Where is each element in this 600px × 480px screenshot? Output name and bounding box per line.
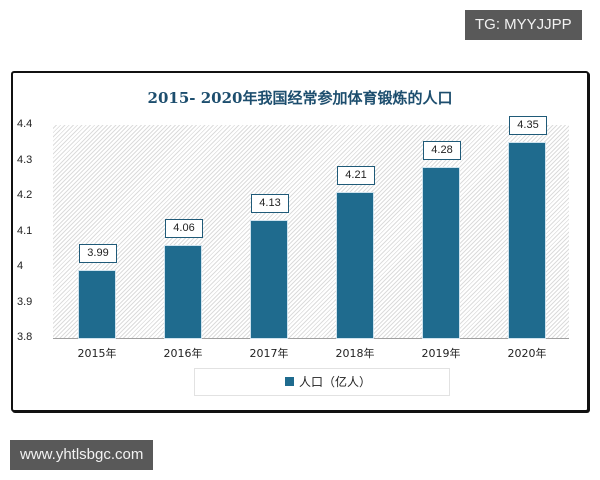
y-tick: 3.8 bbox=[17, 331, 33, 343]
bar-2015 bbox=[79, 271, 115, 338]
watermark-url: www.yhtlsbgc.com bbox=[10, 440, 154, 470]
legend-swatch-icon bbox=[285, 377, 294, 386]
chart-frame: 2015- 2020年我国经常参加体育锻炼的人口 4.4 4.3 4.2 4.1… bbox=[11, 71, 589, 412]
x-tick: 2015年 bbox=[77, 347, 117, 360]
legend-label: 人口（亿人） bbox=[299, 375, 372, 389]
legend: 人口（亿人） bbox=[194, 368, 450, 396]
y-tick: 4.3 bbox=[17, 153, 33, 166]
x-tick: 2020年 bbox=[507, 347, 547, 360]
bar-2019 bbox=[423, 168, 459, 338]
value-label: 4.13 bbox=[251, 194, 289, 213]
x-tick: 2017年 bbox=[249, 347, 289, 360]
y-tick: 4 bbox=[17, 260, 24, 272]
bar-2020 bbox=[509, 143, 545, 338]
y-tick: 4.2 bbox=[17, 189, 33, 201]
value-label: 4.28 bbox=[423, 141, 461, 160]
x-tick: 2019年 bbox=[421, 347, 461, 360]
y-tick: 3.9 bbox=[17, 295, 33, 308]
x-tick: 2018年 bbox=[335, 347, 375, 360]
chart-title: 2015- 2020年我国经常参加体育锻炼的人口 bbox=[147, 89, 453, 107]
bar-2018 bbox=[337, 193, 373, 338]
y-tick: 4.4 bbox=[17, 118, 33, 130]
value-label: 4.21 bbox=[337, 166, 375, 185]
plot-area: 4.4 4.3 4.2 4.1 4 3.9 3.8 3.99 4.06 4.13… bbox=[17, 116, 569, 343]
value-label: 3.99 bbox=[79, 244, 117, 263]
bar-2017 bbox=[251, 221, 287, 338]
value-label: 4.35 bbox=[509, 116, 547, 135]
x-tick: 2016年 bbox=[163, 347, 203, 360]
bar-2016 bbox=[165, 246, 201, 338]
value-label: 4.06 bbox=[165, 219, 203, 238]
watermark-tg: TG: MYYJJPP bbox=[465, 10, 582, 40]
y-tick: 4.1 bbox=[17, 224, 33, 237]
